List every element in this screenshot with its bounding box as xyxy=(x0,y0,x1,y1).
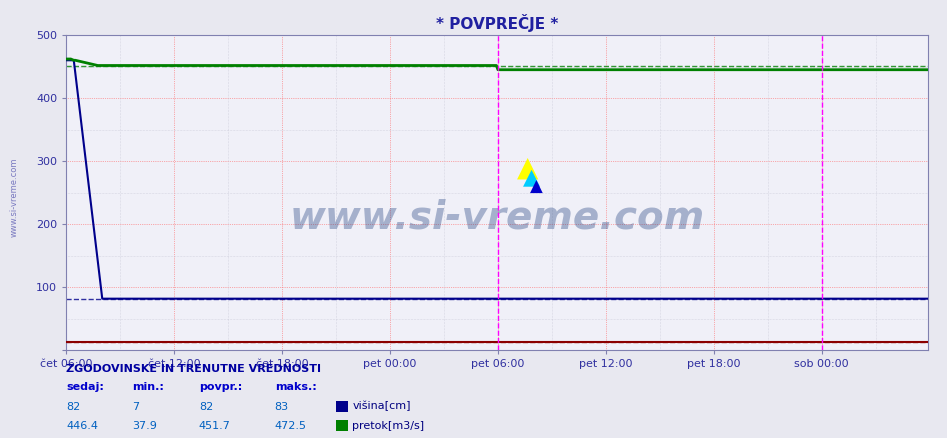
Text: sedaj:: sedaj: xyxy=(66,382,104,392)
Text: 472.5: 472.5 xyxy=(275,421,307,431)
Text: www.si-vreme.com: www.si-vreme.com xyxy=(290,199,705,237)
Text: 82: 82 xyxy=(199,402,213,412)
Text: 83: 83 xyxy=(275,402,289,412)
Text: povpr.:: povpr.: xyxy=(199,382,242,392)
Text: 82: 82 xyxy=(66,402,80,412)
Text: višina[cm]: višina[cm] xyxy=(352,401,411,412)
Text: ▲: ▲ xyxy=(517,153,538,181)
Text: ▲: ▲ xyxy=(529,177,543,195)
Title: * POVPREČJE *: * POVPREČJE * xyxy=(436,14,559,32)
Text: pretok[m3/s]: pretok[m3/s] xyxy=(352,421,424,431)
Text: ZGODOVINSKE IN TRENUTNE VREDNOSTI: ZGODOVINSKE IN TRENUTNE VREDNOSTI xyxy=(66,364,321,374)
Text: 451.7: 451.7 xyxy=(199,421,231,431)
Text: 446.4: 446.4 xyxy=(66,421,98,431)
Text: ▲: ▲ xyxy=(523,167,540,187)
Text: 37.9: 37.9 xyxy=(133,421,157,431)
Text: maks.:: maks.: xyxy=(275,382,316,392)
Text: min.:: min.: xyxy=(133,382,165,392)
Text: 7: 7 xyxy=(133,402,140,412)
Text: www.si-vreme.com: www.si-vreme.com xyxy=(9,157,19,237)
